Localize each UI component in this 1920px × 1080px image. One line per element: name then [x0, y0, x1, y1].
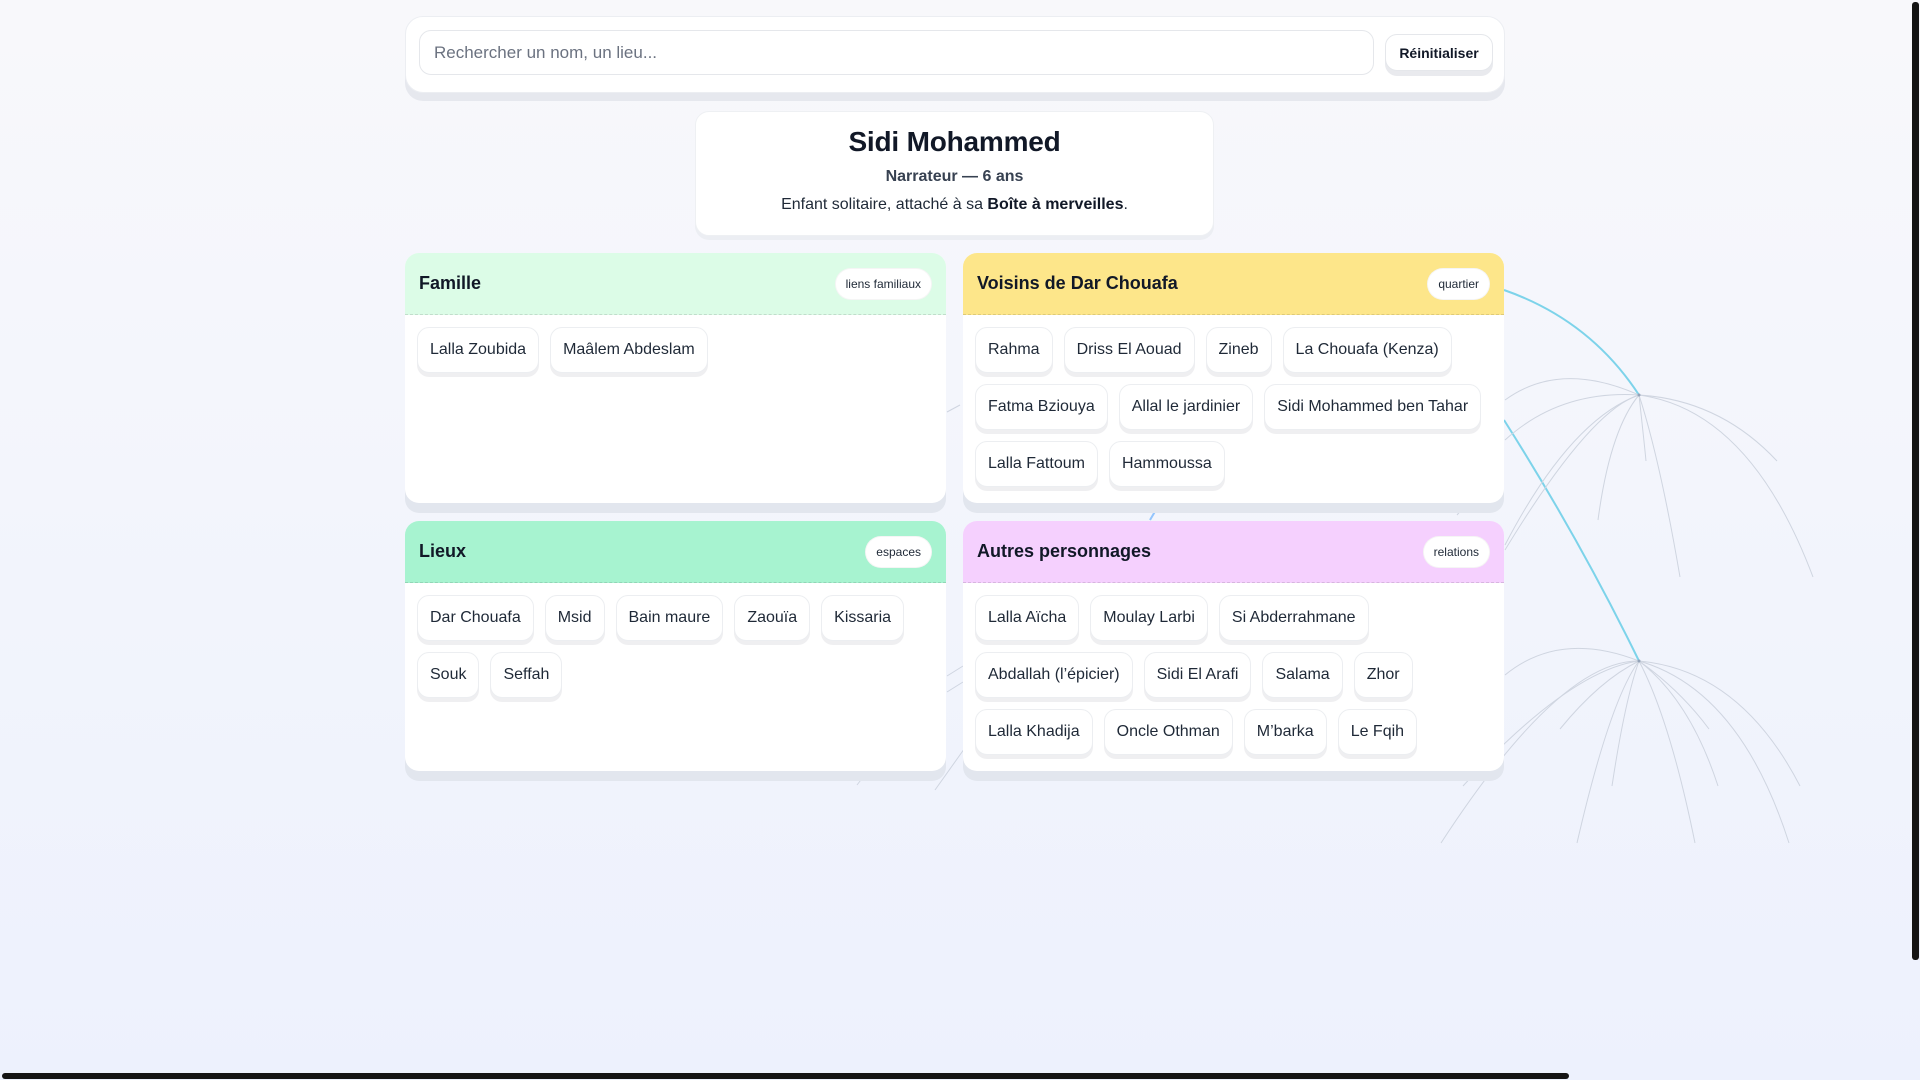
group-title: Famille: [419, 273, 482, 293]
group-badge: relations: [1422, 535, 1490, 568]
chip-item[interactable]: Dar Chouafa: [417, 595, 534, 641]
chip-item[interactable]: Kissaria: [821, 595, 905, 641]
chip-item[interactable]: Msid: [544, 595, 605, 641]
group-items: Rahma Driss El Aouad Zineb La Chouafa (K…: [963, 315, 1504, 499]
group-badge: liens familiaux: [834, 267, 932, 300]
chip-item[interactable]: Sidi El Arafi: [1143, 652, 1252, 698]
chip-item[interactable]: Le Fqih: [1337, 709, 1418, 755]
chip-item[interactable]: Moulay Larbi: [1090, 595, 1208, 641]
group-badge: quartier: [1427, 267, 1490, 300]
highlight-link: [1149, 502, 1161, 521]
character-card: Sidi Mohammed Narrateur — 6 ans Enfant s…: [695, 111, 1214, 236]
group-card-famille: Famille liens familiaux Lalla Zoubida Ma…: [405, 253, 946, 503]
group-items: Lalla Zoubida Maâlem Abdeslam: [405, 315, 946, 385]
chip-item[interactable]: Hammoussa: [1108, 441, 1225, 487]
group-card-lieux: Lieux espaces Dar Chouafa Msid Bain maur…: [405, 521, 946, 771]
chip-item[interactable]: Abdallah (l’épicier): [975, 652, 1133, 698]
group-header: Famille liens familiaux: [405, 253, 946, 315]
character-name: Sidi Mohammed: [848, 126, 1061, 157]
character-description: Enfant solitaire, attaché à sa Boîte à m…: [696, 196, 1213, 214]
chip-item[interactable]: Bain maure: [615, 595, 724, 641]
chip-item[interactable]: Sidi Mohammed ben Tahar: [1264, 384, 1482, 430]
chip-item[interactable]: Lalla Khadija: [975, 709, 1093, 755]
highlight-link: [1503, 419, 1640, 662]
chip-item[interactable]: Lalla Fattoum: [975, 441, 1098, 487]
highlight-link: [1503, 289, 1640, 396]
chip-item[interactable]: Zineb: [1205, 327, 1272, 373]
chip-item[interactable]: Rahma: [975, 327, 1053, 373]
horizontal-scrollbar[interactable]: [2, 1073, 1569, 1079]
chip-item[interactable]: Oncle Othman: [1103, 709, 1233, 755]
chip-item[interactable]: Lalla Aïcha: [975, 595, 1080, 641]
reset-button[interactable]: Réinitialiser: [1385, 34, 1493, 71]
chip-item[interactable]: La Chouafa (Kenza): [1282, 327, 1452, 373]
character-role: Narrateur — 6 ans: [885, 168, 1024, 185]
chip-item[interactable]: Allal le jardinier: [1118, 384, 1254, 430]
chip-item[interactable]: Seffah: [490, 652, 563, 698]
description-highlight: Boîte à merveilles: [987, 196, 1124, 213]
chip-item[interactable]: M’barka: [1243, 709, 1327, 755]
group-header: Lieux espaces: [405, 521, 946, 583]
group-items: Dar Chouafa Msid Bain maure Zaouïa Kissa…: [405, 583, 946, 710]
group-title: Voisins de Dar Chouafa: [977, 273, 1178, 293]
group-card-voisins: Voisins de Dar Chouafa quartier Rahma Dr…: [963, 253, 1504, 503]
chip-item[interactable]: Zaouïa: [734, 595, 811, 641]
group-title: Autres personnages: [977, 541, 1152, 561]
group-header: Autres personnages relations: [963, 521, 1504, 583]
description-text: Enfant solitaire, attaché à sa: [781, 196, 988, 213]
chip-item[interactable]: Lalla Zoubida: [417, 327, 540, 373]
chip-item[interactable]: Zhor: [1353, 652, 1413, 698]
group-items: Lalla Aïcha Moulay Larbi Si Abderrahmane…: [963, 583, 1504, 767]
group-header: Voisins de Dar Chouafa quartier: [963, 253, 1504, 315]
chip-item[interactable]: Souk: [417, 652, 480, 698]
group-title: Lieux: [419, 541, 467, 561]
search-panel: Réinitialiser: [405, 16, 1505, 93]
group-card-autres: Autres personnages relations Lalla Aïcha…: [963, 521, 1504, 771]
chip-item[interactable]: Si Abderrahmane: [1218, 595, 1369, 641]
chip-item[interactable]: Fatma Bziouya: [975, 384, 1108, 430]
search-input[interactable]: [419, 30, 1374, 75]
group-badge: espaces: [865, 535, 932, 568]
chip-item[interactable]: Driss El Aouad: [1063, 327, 1195, 373]
chip-item[interactable]: Salama: [1262, 652, 1343, 698]
vertical-scrollbar[interactable]: [1912, 2, 1919, 960]
chip-item[interactable]: Maâlem Abdeslam: [550, 327, 708, 373]
description-suffix: .: [1123, 196, 1128, 213]
